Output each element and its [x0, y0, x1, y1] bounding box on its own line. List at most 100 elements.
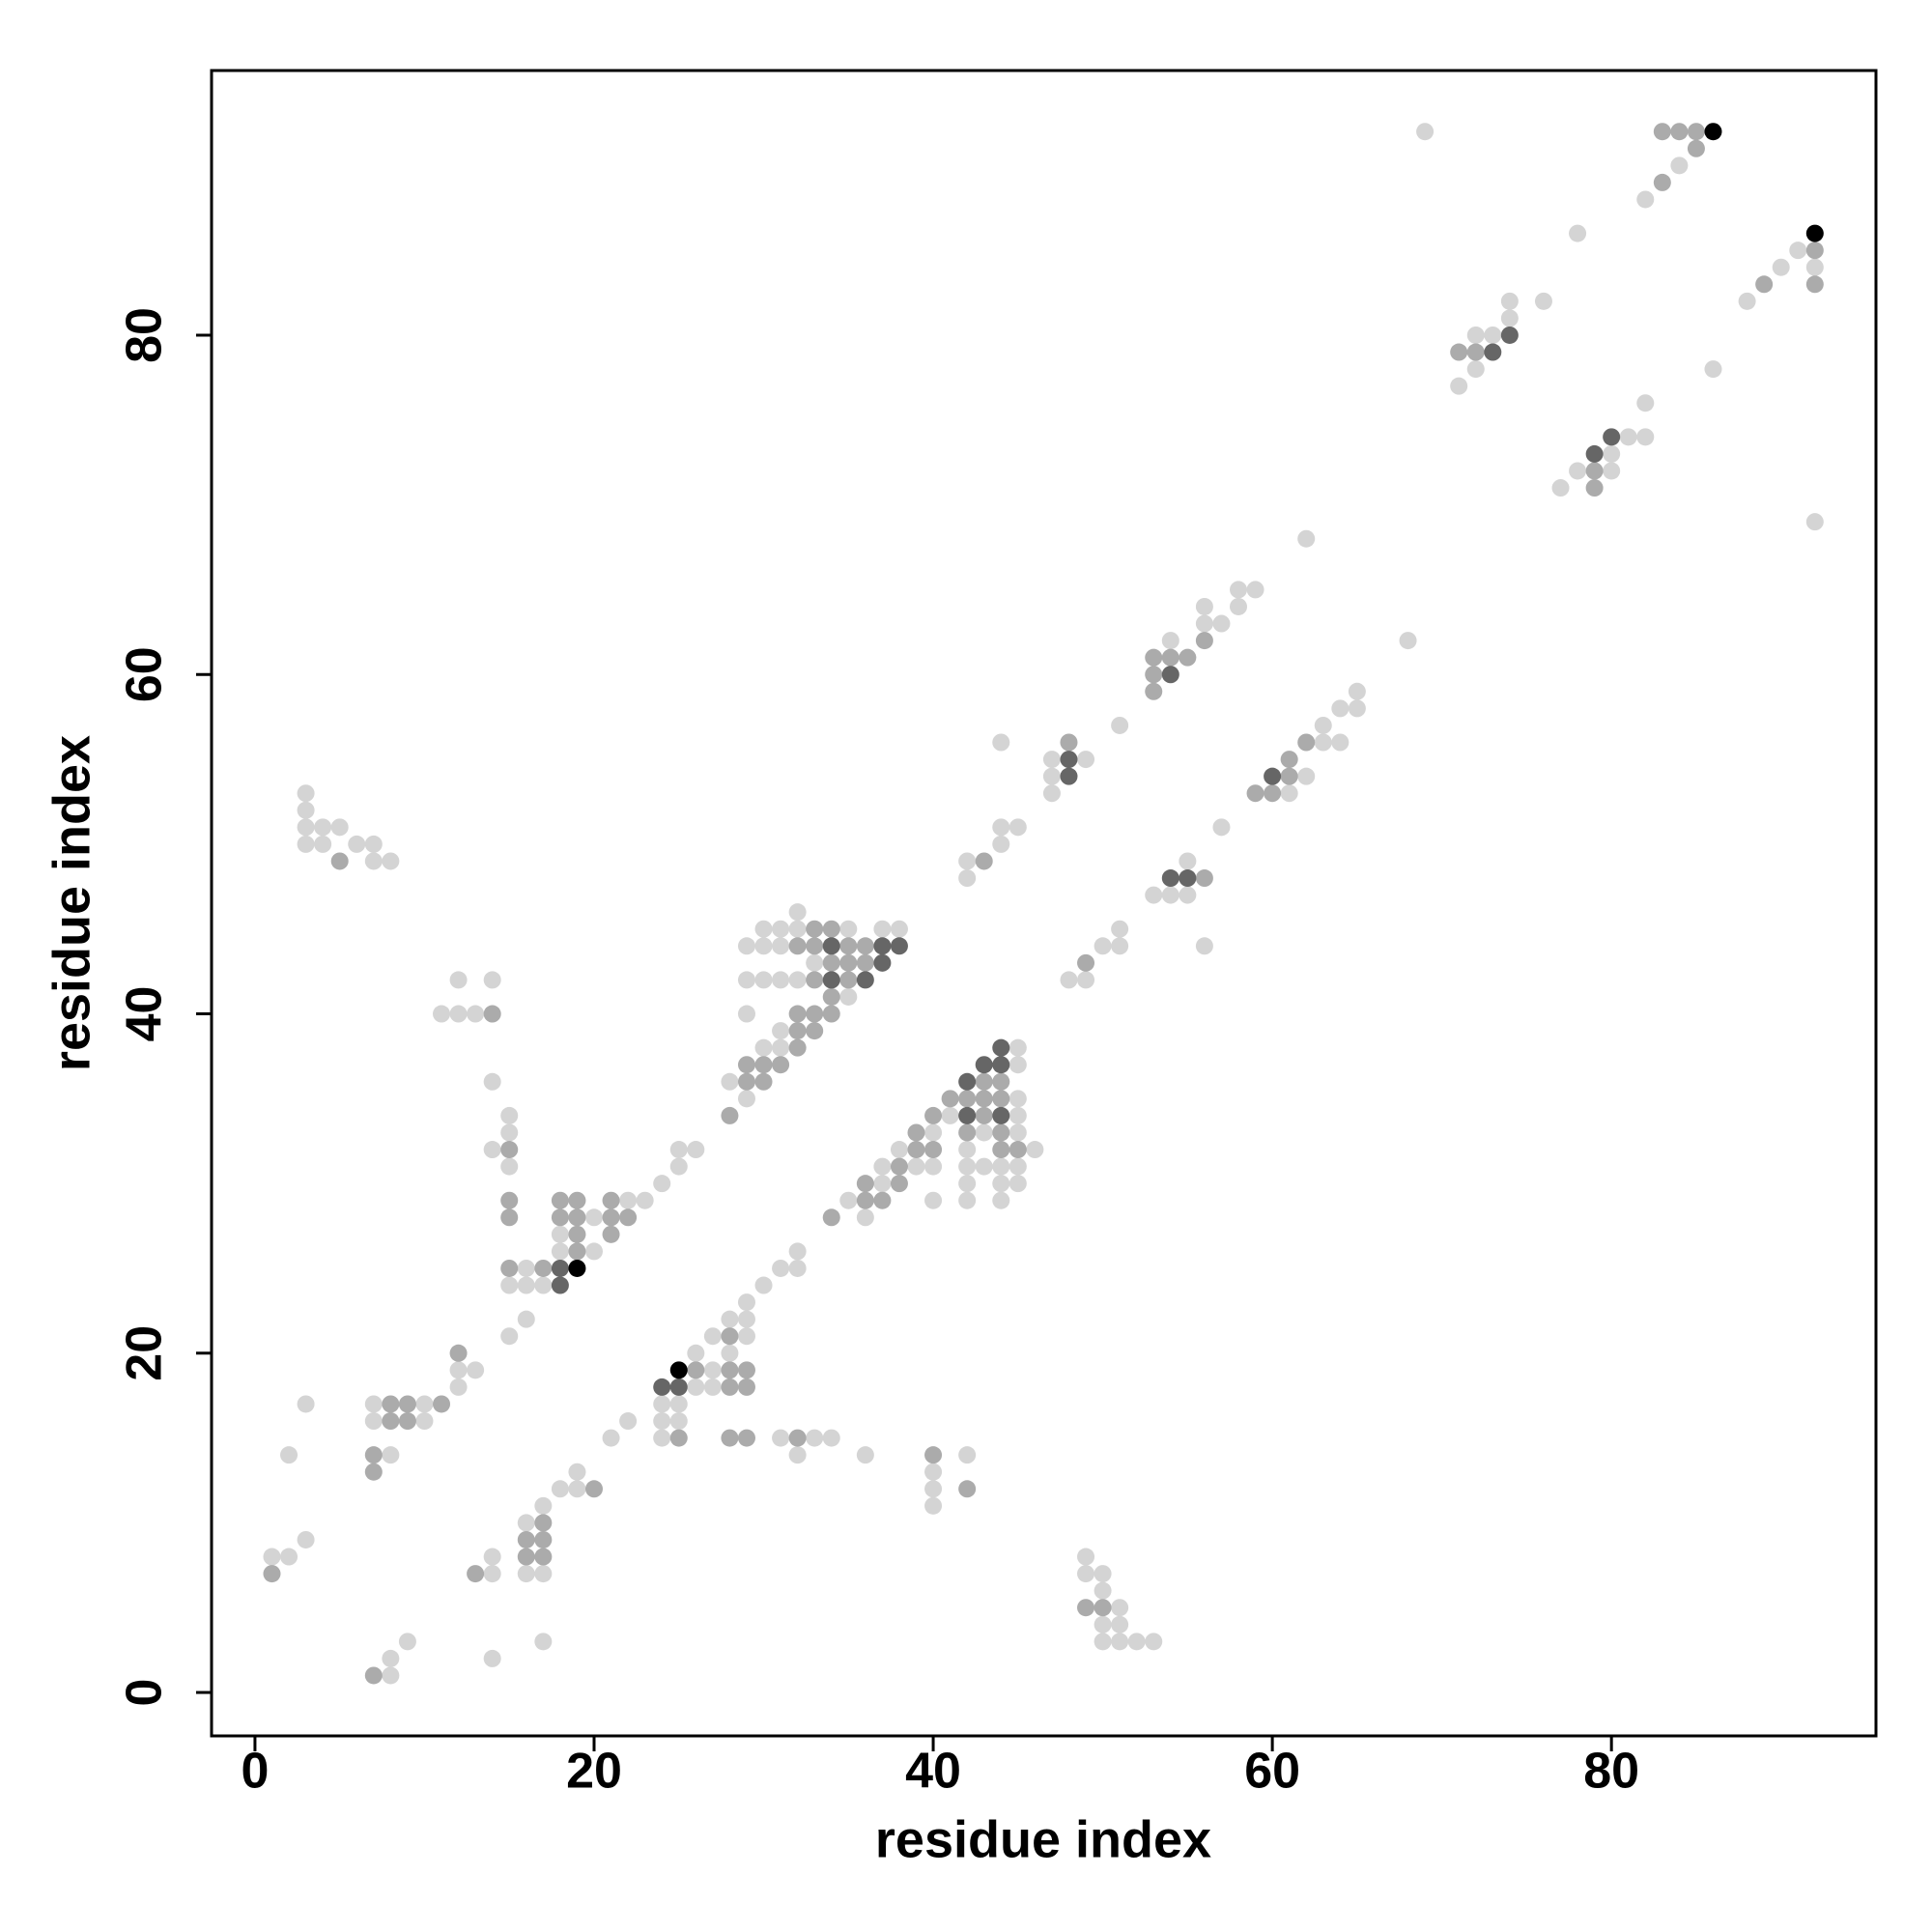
contact-point	[619, 1412, 638, 1431]
contact-point	[890, 1141, 908, 1159]
contact-point	[924, 1106, 943, 1124]
contact-point	[297, 835, 315, 853]
contact-point	[1230, 597, 1248, 615]
contact-point	[1009, 1038, 1027, 1057]
contact-point	[415, 1412, 434, 1431]
contact-point	[382, 1446, 400, 1464]
contact-point	[806, 920, 824, 938]
contact-point	[653, 1412, 671, 1431]
contact-point	[364, 1395, 383, 1413]
contact-point	[1161, 648, 1179, 667]
contact-point	[1060, 751, 1078, 769]
contact-point	[1111, 1615, 1129, 1634]
contact-point	[1060, 733, 1078, 752]
contact-point	[1636, 190, 1655, 209]
contact-point	[924, 1123, 943, 1142]
contact-point	[517, 1530, 535, 1548]
contact-point	[669, 1157, 688, 1176]
contact-point	[721, 1429, 739, 1447]
contact-point	[669, 1378, 688, 1396]
contact-point	[398, 1395, 416, 1413]
contact-point	[958, 1141, 977, 1159]
contact-point	[1094, 1633, 1112, 1651]
y-tick-label: 20	[117, 1325, 173, 1381]
contact-point	[737, 1429, 755, 1447]
contact-point	[483, 1141, 501, 1159]
contact-point	[806, 1429, 824, 1447]
contact-point	[992, 1090, 1010, 1108]
contact-point	[1551, 479, 1570, 497]
contact-point	[721, 1344, 739, 1362]
contact-point	[788, 971, 807, 989]
contact-point	[1161, 886, 1179, 904]
contact-point	[703, 1378, 722, 1396]
contact-point	[1280, 751, 1298, 769]
contact-point	[737, 1072, 755, 1091]
contact-point	[551, 1259, 569, 1277]
contact-point	[907, 1141, 925, 1159]
contact-point	[992, 1191, 1010, 1209]
contact-point	[1009, 1141, 1027, 1159]
contact-point	[975, 1090, 993, 1108]
contact-point	[703, 1361, 722, 1379]
contact-point	[1603, 462, 1621, 480]
contact-point	[754, 920, 773, 938]
contact-point	[924, 1446, 943, 1464]
y-tick-label: 40	[117, 986, 173, 1042]
contact-point	[958, 1123, 977, 1142]
contact-point	[992, 1141, 1010, 1159]
contact-point	[958, 852, 977, 870]
contact-point	[1042, 751, 1061, 769]
contact-point	[958, 1191, 977, 1209]
contact-point	[856, 1208, 874, 1227]
contact-point	[890, 920, 908, 938]
contact-point	[788, 1429, 807, 1447]
contact-point	[1212, 818, 1231, 837]
contact-point	[992, 1123, 1010, 1142]
contact-point	[1399, 632, 1417, 650]
contact-point	[721, 1378, 739, 1396]
contact-point	[1805, 513, 1824, 531]
contact-point	[721, 1106, 739, 1124]
contact-point	[1145, 648, 1163, 667]
contact-point	[1534, 292, 1552, 310]
contact-point	[1195, 597, 1213, 615]
contact-point	[364, 1446, 383, 1464]
contact-point	[1179, 648, 1197, 667]
contact-point	[483, 1548, 501, 1566]
contact-point	[958, 1157, 977, 1176]
contact-point	[551, 1276, 569, 1294]
contact-point	[958, 1106, 977, 1124]
contact-point	[568, 1191, 586, 1209]
contact-point	[788, 920, 807, 938]
contact-point	[924, 1463, 943, 1481]
contact-point	[1670, 123, 1689, 141]
contact-point	[297, 1395, 315, 1413]
contact-point	[1484, 343, 1502, 361]
contact-point	[975, 1056, 993, 1074]
contact-point	[382, 1649, 400, 1667]
contact-point	[924, 1157, 943, 1176]
contact-point	[1077, 971, 1095, 989]
contact-point	[534, 1496, 553, 1515]
contact-point	[1145, 682, 1163, 700]
contact-point	[788, 937, 807, 955]
contact-point	[737, 1005, 755, 1023]
contact-point	[1009, 818, 1027, 837]
contact-point	[364, 1666, 383, 1685]
contact-point	[449, 1005, 468, 1023]
contact-point	[517, 1548, 535, 1566]
contact-point	[1466, 360, 1485, 379]
contact-point	[602, 1191, 620, 1209]
contact-point	[992, 1157, 1010, 1176]
contact-point	[788, 1005, 807, 1023]
contact-point	[1195, 632, 1213, 650]
contact-point	[754, 1276, 773, 1294]
contact-point	[754, 1038, 773, 1057]
contact-point	[1687, 139, 1705, 157]
contact-point	[584, 1208, 603, 1227]
contact-point	[1466, 343, 1485, 361]
contact-point	[449, 1361, 468, 1379]
contact-point	[1314, 733, 1332, 752]
